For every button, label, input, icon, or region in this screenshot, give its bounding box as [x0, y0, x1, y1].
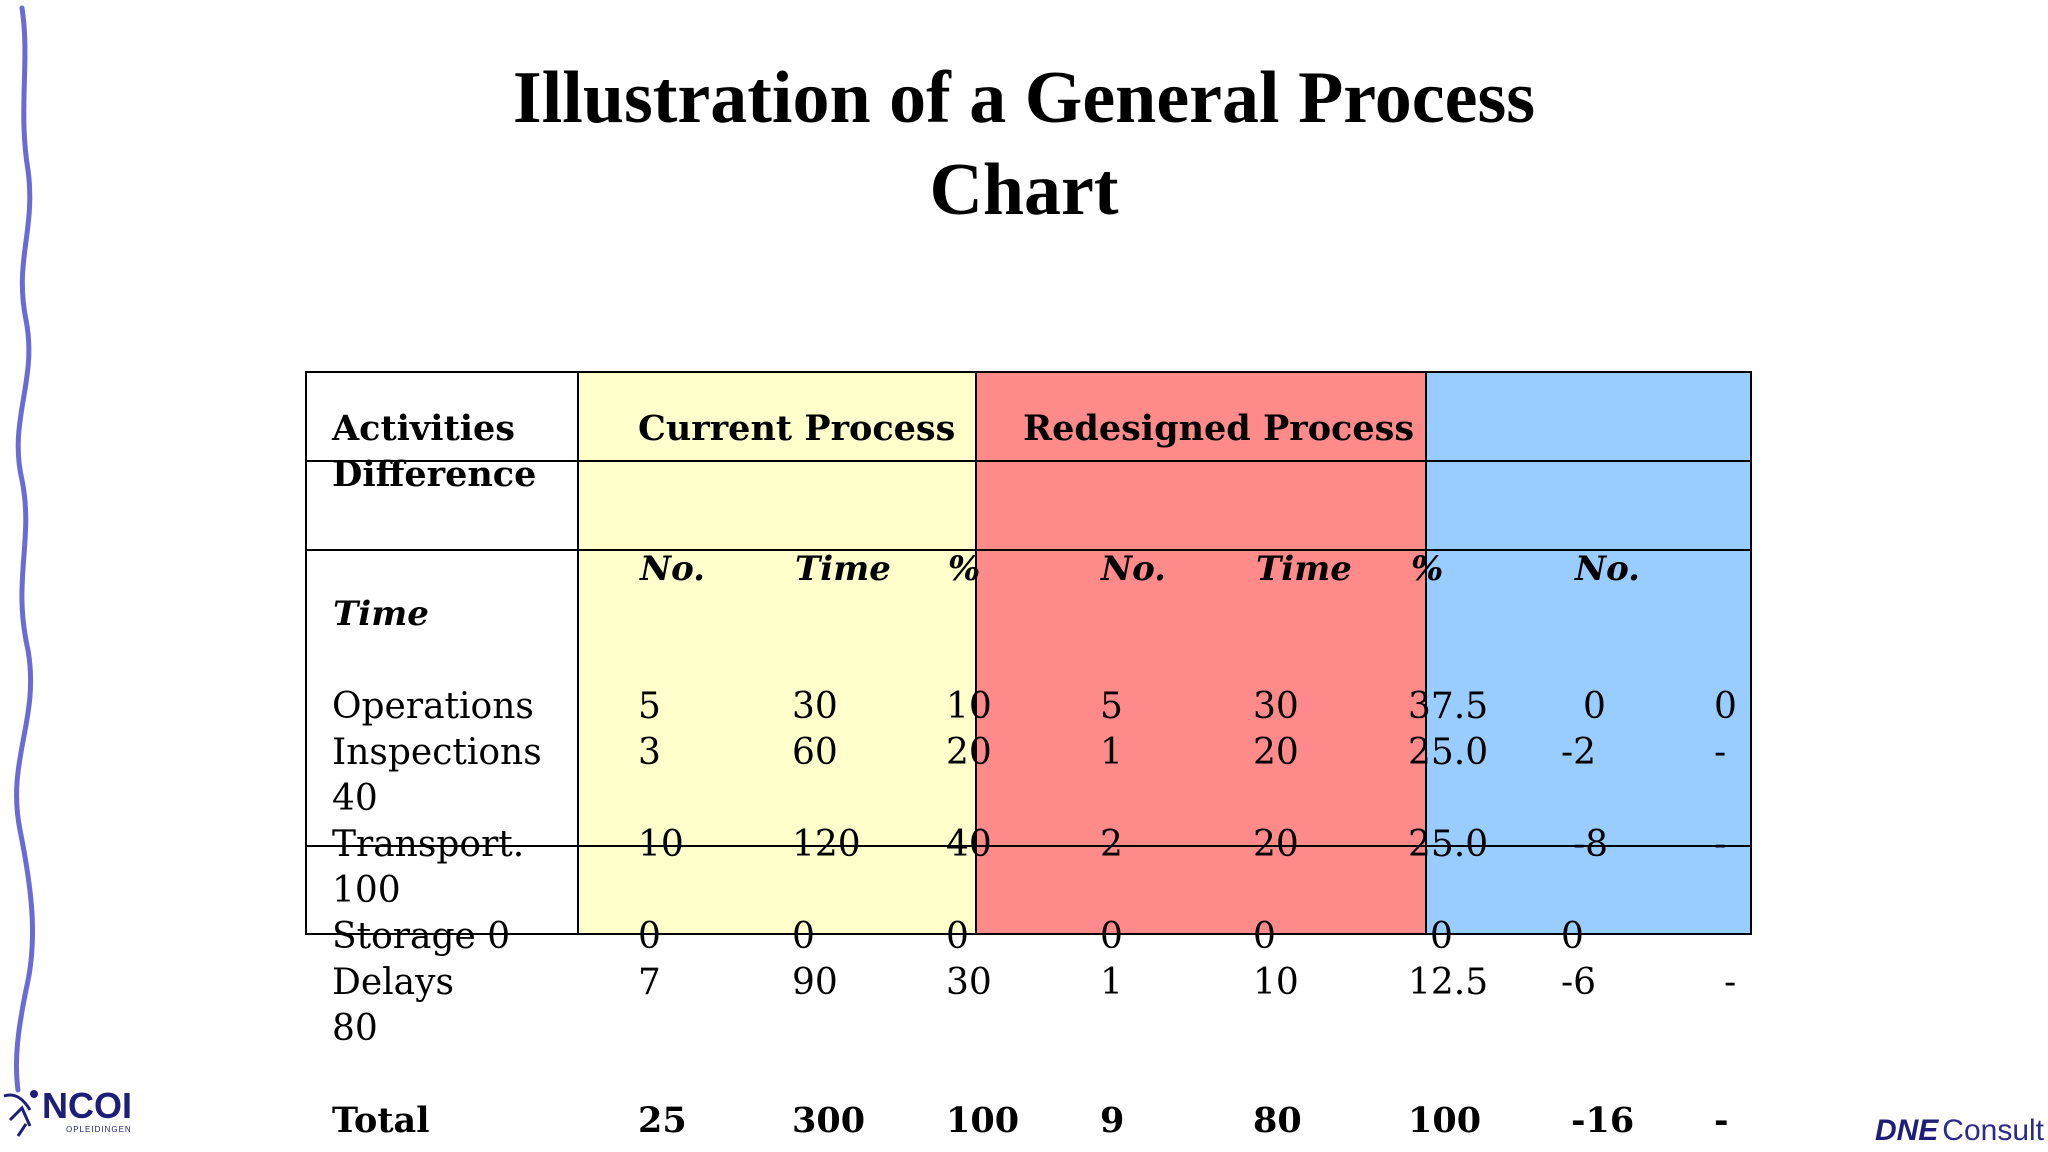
table-cell: -	[1714, 824, 1727, 865]
total-cell: -16	[1571, 1100, 1635, 1141]
table-cell: 60	[792, 732, 838, 773]
table-cell: 37.5	[1408, 686, 1489, 727]
table-cell: 0	[792, 916, 815, 957]
header-current-process: Current Process	[638, 408, 956, 449]
table-cell: -2	[1561, 732, 1597, 773]
redesigned-process-panel	[977, 371, 1427, 935]
subheader-time-redesigned: Time	[1256, 549, 1352, 589]
table-cell: 30	[1253, 686, 1299, 727]
table-cell: -6	[1561, 962, 1597, 1003]
subheader-time-current: Time	[795, 549, 891, 589]
row-label: Operations	[332, 686, 534, 727]
table-divider	[1425, 371, 1427, 935]
table-cell: -	[1714, 732, 1727, 773]
table-cell: 3	[638, 732, 661, 773]
table-cell: 10	[638, 824, 684, 865]
total-cell: 100	[946, 1100, 1020, 1141]
total-cell: 300	[792, 1100, 866, 1141]
total-cell: 100	[1408, 1100, 1482, 1141]
table-cell: -	[1724, 962, 1737, 1003]
subheader-time-difference: Time	[333, 594, 429, 634]
table-cell: 40	[946, 824, 992, 865]
table-cell: 120	[792, 824, 861, 865]
table-cell: 2	[1100, 824, 1123, 865]
table-rule	[305, 460, 1752, 462]
page-title: Illustration of a General Process Chart	[0, 52, 2048, 236]
subheader-pct-redesigned: %	[1411, 549, 1444, 589]
header-difference: Difference	[332, 454, 537, 495]
total-label: Total	[332, 1100, 430, 1141]
title-line-2: Chart	[929, 149, 1119, 231]
subheader-no-difference: No.	[1575, 549, 1640, 589]
table-cell: 12.5	[1408, 962, 1489, 1003]
total-cell: -	[1714, 1100, 1729, 1141]
dne-logo-rest: Consult	[1942, 1114, 2044, 1147]
table-rule	[305, 845, 1752, 847]
row-label-continuation: 100	[332, 870, 401, 911]
table-cell: 20	[1253, 732, 1299, 773]
table-divider	[975, 371, 977, 935]
table-frame	[305, 371, 1752, 935]
header-redesigned-process: Redesigned Process	[1023, 408, 1415, 449]
table-cell: 25.0	[1408, 732, 1489, 773]
table-cell: 0	[1430, 916, 1453, 957]
ncoi-logo-text: NCOI	[42, 1085, 132, 1126]
row-label: Storage 0	[332, 916, 511, 957]
header-activities: Activities	[332, 408, 515, 449]
subheader-pct-current: %	[948, 549, 981, 589]
table-cell: 20	[946, 732, 992, 773]
table-cell: 1	[1100, 962, 1123, 1003]
table-cell: 0	[1561, 916, 1584, 957]
table-divider	[577, 371, 579, 935]
table-cell: 1	[1100, 732, 1123, 773]
table-cell: 0	[946, 916, 969, 957]
table-rule	[305, 549, 1752, 551]
table-cell: -8	[1573, 824, 1609, 865]
subheader-no-redesigned: No.	[1101, 549, 1166, 589]
total-cell: 25	[638, 1100, 687, 1141]
ncoi-logo-subtext: OPLEIDINGEN	[66, 1125, 132, 1134]
table-cell: 10	[1253, 962, 1299, 1003]
wavy-line-decoration	[13, 5, 36, 1093]
title-line-1: Illustration of a General Process	[512, 57, 1536, 139]
row-label: Transport.	[332, 824, 525, 865]
ncoi-logo-icon	[3, 1090, 38, 1137]
total-cell: 80	[1253, 1100, 1302, 1141]
table-cell: 0	[1253, 916, 1276, 957]
row-label-continuation: 40	[332, 778, 378, 819]
difference-panel	[1427, 371, 1752, 935]
table-cell: 5	[638, 686, 661, 727]
row-label-continuation: 80	[332, 1008, 378, 1049]
dne-consult-logo: DNE Consult	[1875, 1114, 2044, 1148]
table-cell: 0	[1714, 686, 1737, 727]
table-cell: 25.0	[1408, 824, 1489, 865]
table-cell: 10	[946, 686, 992, 727]
current-process-panel	[579, 371, 977, 935]
table-cell: 5	[1100, 686, 1123, 727]
table-cell: 7	[638, 962, 661, 1003]
table-cell: 0	[1583, 686, 1606, 727]
row-label: Inspections	[332, 732, 542, 773]
table-cell: 20	[1253, 824, 1299, 865]
total-cell: 9	[1100, 1100, 1125, 1141]
table-cell: 0	[638, 916, 661, 957]
table-cell: 90	[792, 962, 838, 1003]
table-cell: 0	[1100, 916, 1123, 957]
subheader-no-current: No.	[640, 549, 705, 589]
row-label: Delays	[332, 962, 454, 1003]
table-cell: 30	[792, 686, 838, 727]
table-cell: 30	[946, 962, 992, 1003]
dne-logo-strong: DNE	[1874, 1114, 1939, 1147]
